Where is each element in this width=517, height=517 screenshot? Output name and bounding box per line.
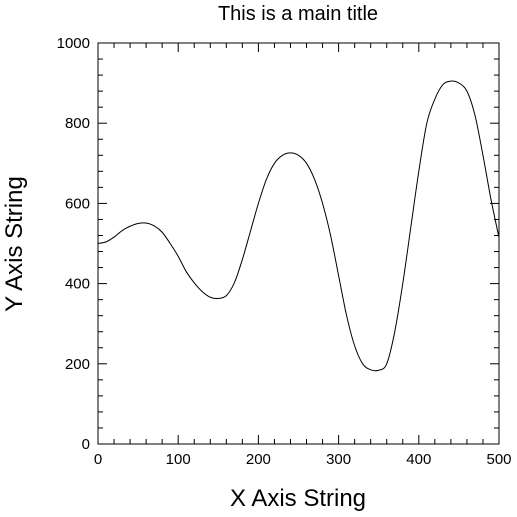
x-axis-label: X Axis String [230, 485, 366, 512]
chart-title: This is a main title [218, 3, 378, 25]
x-tick-label: 200 [246, 451, 271, 468]
x-tick-label: 500 [486, 451, 511, 468]
x-tick-label: 300 [326, 451, 351, 468]
series-line [97, 80, 500, 372]
y-tick-label: 1000 [57, 35, 90, 52]
y-tick-label: 600 [65, 195, 90, 212]
y-tick-label: 800 [65, 115, 90, 132]
x-tick-label: 0 [94, 451, 102, 468]
x-tick-label: 100 [166, 451, 191, 468]
axis-ticks [97, 42, 500, 445]
x-tick-label: 400 [406, 451, 431, 468]
tick-labels: 0 100 200 300 400 500 0 200 400 600 800 1000 [57, 35, 512, 468]
y-axis-label: Y Axis String [1, 176, 28, 312]
y-tick-label: 200 [65, 356, 90, 373]
y-tick-label: 400 [65, 276, 90, 293]
y-tick-label: 0 [82, 436, 90, 453]
plot-frame [97, 42, 500, 445]
